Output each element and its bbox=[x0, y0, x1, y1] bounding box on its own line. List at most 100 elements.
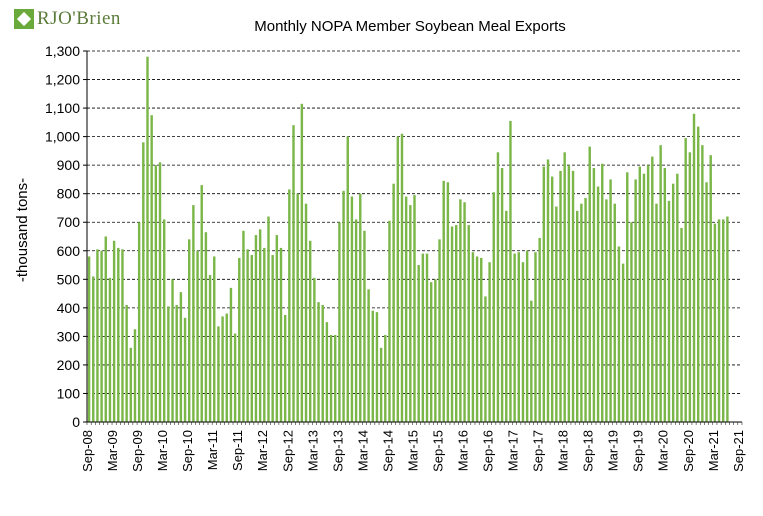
x-tick-label: Sep-20 bbox=[681, 430, 696, 472]
rjobrien-logo: RJO'Brien bbox=[14, 6, 121, 32]
bar bbox=[300, 103, 304, 423]
bar bbox=[409, 205, 412, 422]
bar bbox=[192, 205, 195, 422]
bar bbox=[584, 197, 587, 422]
bar bbox=[313, 277, 316, 422]
bar bbox=[676, 173, 679, 422]
bar bbox=[104, 236, 107, 422]
bar bbox=[146, 56, 149, 422]
bar bbox=[125, 304, 128, 422]
bar bbox=[455, 225, 458, 422]
bar bbox=[334, 334, 337, 422]
bar bbox=[534, 252, 537, 422]
y-tick-label: 1,000 bbox=[45, 129, 80, 145]
bar bbox=[530, 300, 533, 422]
bars bbox=[87, 56, 729, 423]
bar bbox=[117, 247, 120, 422]
bar bbox=[288, 189, 291, 422]
bar bbox=[350, 196, 354, 422]
x-tick-label: Sep-19 bbox=[631, 430, 646, 472]
bar bbox=[388, 220, 391, 422]
y-tick-label: 0 bbox=[72, 414, 80, 430]
bar bbox=[659, 145, 662, 422]
bar bbox=[371, 310, 374, 422]
bar bbox=[471, 252, 475, 422]
bar bbox=[605, 199, 608, 422]
bar bbox=[463, 202, 466, 422]
bar bbox=[400, 133, 404, 422]
bar bbox=[238, 257, 241, 422]
bar bbox=[517, 252, 521, 422]
bar bbox=[100, 250, 103, 422]
bar bbox=[438, 239, 441, 422]
bar bbox=[325, 322, 329, 422]
bar bbox=[229, 287, 233, 422]
bar bbox=[475, 256, 479, 422]
bar bbox=[308, 240, 312, 422]
x-tick-label: Mar-20 bbox=[656, 430, 671, 471]
bar bbox=[263, 247, 266, 422]
x-tick-label: Mar-18 bbox=[556, 430, 571, 471]
x-tick-label: Mar-15 bbox=[405, 430, 420, 471]
bar bbox=[688, 152, 692, 423]
x-tick-label: Sep-16 bbox=[481, 430, 496, 472]
bar bbox=[379, 347, 383, 422]
bar bbox=[342, 190, 345, 422]
x-tick-label: Sep-12 bbox=[280, 430, 295, 472]
bar bbox=[292, 125, 295, 422]
bar bbox=[221, 316, 224, 422]
bar bbox=[225, 313, 228, 422]
bar bbox=[233, 333, 237, 422]
x-tick-label: Sep-17 bbox=[531, 430, 546, 472]
bar bbox=[392, 183, 395, 422]
bar bbox=[446, 182, 450, 422]
bar bbox=[567, 165, 571, 422]
bar bbox=[621, 263, 625, 422]
bar bbox=[429, 282, 433, 422]
bar bbox=[250, 255, 254, 422]
bar bbox=[179, 292, 183, 422]
bar bbox=[496, 152, 500, 423]
bar bbox=[200, 185, 203, 422]
bar bbox=[317, 302, 320, 422]
bar bbox=[492, 192, 495, 422]
bar bbox=[696, 126, 700, 422]
bar bbox=[638, 166, 641, 422]
bar bbox=[667, 200, 671, 422]
bar bbox=[538, 237, 541, 422]
bar bbox=[304, 203, 308, 422]
bar bbox=[213, 256, 216, 422]
x-tick-label: Mar-16 bbox=[455, 430, 470, 471]
bar bbox=[488, 262, 491, 422]
bar bbox=[413, 195, 416, 422]
y-tick-label: 1,300 bbox=[45, 43, 80, 59]
bar bbox=[684, 138, 687, 423]
bar bbox=[421, 253, 425, 422]
y-tick-label: 400 bbox=[57, 300, 81, 316]
bar bbox=[525, 250, 529, 422]
bar bbox=[722, 219, 725, 422]
bar bbox=[580, 203, 583, 422]
bar bbox=[651, 156, 654, 423]
bar bbox=[442, 180, 445, 422]
bar bbox=[717, 219, 721, 422]
bar bbox=[283, 314, 287, 422]
bar bbox=[546, 159, 550, 422]
bar bbox=[509, 120, 512, 423]
bar bbox=[363, 230, 366, 422]
x-tick-label: Mar-09 bbox=[105, 430, 120, 471]
logo-text: RJO'Brien bbox=[37, 8, 121, 29]
y-tick-label: 1,200 bbox=[45, 72, 80, 88]
bar bbox=[346, 136, 349, 422]
bar bbox=[521, 262, 525, 422]
bar bbox=[613, 203, 616, 422]
bar bbox=[254, 235, 258, 422]
y-tick-label: 900 bbox=[57, 157, 81, 173]
y-tick-label: 1,100 bbox=[45, 100, 80, 116]
x-tick-label: Sep-14 bbox=[380, 430, 395, 472]
bar bbox=[158, 162, 162, 423]
bar bbox=[396, 136, 400, 422]
bar bbox=[196, 250, 199, 422]
y-tick-label: 600 bbox=[57, 243, 81, 259]
bar bbox=[204, 232, 208, 422]
